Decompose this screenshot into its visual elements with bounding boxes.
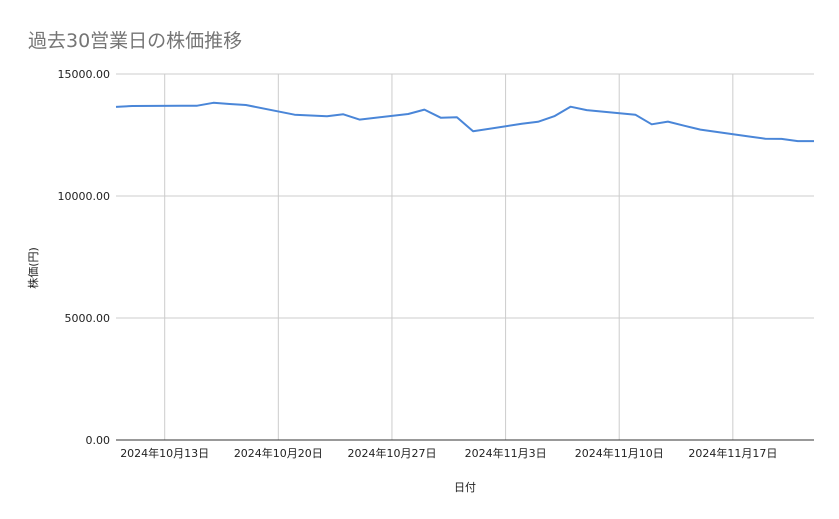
data-points	[115, 102, 815, 142]
x-tick-label: 2024年11月10日	[575, 446, 664, 460]
x-tick-labels: 2024年10月13日 2024年10月20日 2024年10月27日 2024年11…	[120, 446, 777, 460]
x-tick-label: 2024年10月13日	[120, 446, 209, 460]
y-tick-label: 0.00	[86, 434, 111, 447]
y-axis-label: 株価(円)	[26, 247, 40, 289]
x-tick-label: 2024年10月27日	[347, 446, 436, 460]
y-tick-label: 5000.00	[65, 312, 111, 325]
chart-title: 過去30営業日の株価推移	[28, 30, 243, 52]
x-tick-label: 2024年11月17日	[688, 446, 777, 460]
y-tick-label: 15000.00	[58, 68, 111, 81]
x-tick-label: 2024年10月20日	[234, 446, 323, 460]
x-tick-label: 2024年11月3日	[465, 446, 547, 460]
series-line	[115, 101, 814, 143]
gridlines	[116, 73, 814, 440]
y-tick-labels: 0.00 5000.00 10000.00 15000.00	[58, 68, 111, 447]
y-tick-label: 10000.00	[58, 190, 111, 203]
x-axis-label: 日付	[454, 481, 476, 494]
